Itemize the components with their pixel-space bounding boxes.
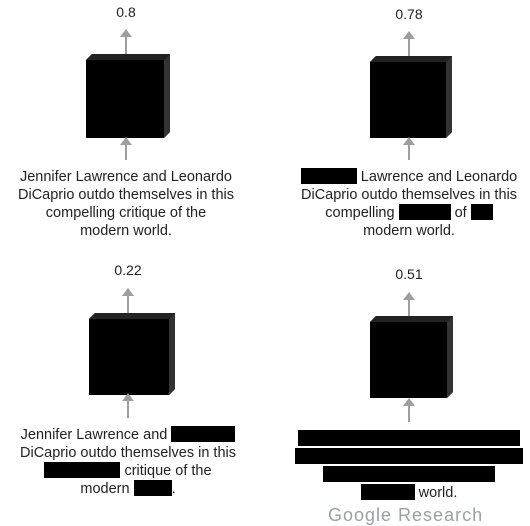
score-label: 0.78: [395, 6, 423, 22]
arrow-line: [408, 38, 410, 57]
caption-line: compelling critique of the: [0, 204, 252, 222]
arrow-head: [403, 31, 415, 39]
caption-line: modern .: [8, 480, 248, 498]
caption-line: Lawrence and Leonardo: [292, 168, 526, 186]
output-arrow: [122, 288, 134, 315]
arrow-head: [120, 29, 132, 37]
caption-line: modern world.: [292, 222, 526, 240]
arrow-head: [403, 292, 415, 300]
caption: Jennifer Lawrence and DiCaprio outdo the…: [8, 426, 248, 498]
caption-line: compelling of: [292, 204, 526, 222]
model-box: [370, 316, 453, 398]
arrow-line: [408, 405, 410, 422]
caption-text: DiCaprio outdo themselves in this: [301, 187, 517, 203]
caption-text: Jennifer Lawrence and: [20, 427, 172, 443]
caption-text: Lawrence and Leonardo: [356, 169, 518, 185]
redacted-word: [300, 168, 357, 184]
score-label: 0.51: [395, 266, 423, 282]
redacted-word: [298, 430, 520, 446]
model-box: [89, 313, 175, 395]
caption: Jennifer Lawrence and Leonardo DiCaprio o…: [0, 168, 252, 240]
caption-line: DiCaprio outdo themselves in this: [8, 444, 248, 462]
caption-text: Jennifer Lawrence and Leonardo: [19, 169, 232, 185]
arrow-line: [125, 36, 127, 55]
model-box: [86, 54, 170, 138]
arrow-head: [122, 393, 134, 401]
caption-text: critique of the: [120, 463, 212, 479]
caption-text: DiCaprio outdo themselves in this: [18, 187, 234, 203]
arrow-line: [127, 400, 129, 418]
input-arrow: [120, 137, 132, 160]
caption-line: [292, 430, 526, 448]
output-arrow: [403, 292, 415, 318]
redacted-word: [133, 480, 172, 496]
input-arrow: [403, 398, 415, 422]
redacted-word: [171, 426, 236, 442]
caption-text: compelling critique of the: [45, 205, 207, 221]
output-arrow: [403, 31, 415, 57]
caption-line: DiCaprio outdo themselves in this: [0, 186, 252, 204]
caption-line: world.: [292, 484, 526, 502]
caption: Lawrence and Leonardo DiCaprio outdo them…: [292, 168, 526, 240]
arrow-head: [403, 137, 415, 145]
redacted-word: [44, 462, 121, 478]
caption-line: Jennifer Lawrence and: [8, 426, 248, 444]
caption-line: critique of the: [8, 462, 248, 480]
arrow-head: [403, 398, 415, 406]
caption: world.: [292, 430, 526, 502]
caption-line: Jennifer Lawrence and Leonardo: [0, 168, 252, 186]
arrow-line: [408, 299, 410, 318]
caption-text: modern world.: [363, 223, 455, 239]
arrow-line: [408, 144, 410, 160]
caption-line: DiCaprio outdo themselves in this: [292, 186, 526, 204]
caption-text: compelling: [325, 205, 399, 221]
footer-logo-fragment: Google Research: [328, 505, 484, 525]
score-label: 0.22: [114, 262, 142, 278]
caption-text: modern world.: [80, 223, 172, 239]
caption-text: of: [450, 205, 471, 221]
score-label: 0.8: [116, 4, 136, 20]
redacted-word: [398, 204, 451, 220]
caption-text: DiCaprio outdo themselves in this: [20, 445, 236, 461]
caption-line: [292, 448, 526, 466]
redacted-word: [323, 466, 495, 482]
arrow-head: [122, 288, 134, 296]
input-arrow: [122, 393, 134, 418]
caption-text: .: [171, 481, 176, 497]
redacted-word: [470, 204, 493, 220]
redacted-word: [295, 448, 523, 464]
input-arrow: [403, 137, 415, 160]
caption-text: modern: [80, 481, 134, 497]
caption-text: world.: [414, 485, 458, 501]
output-arrow: [120, 29, 132, 55]
caption-line: modern world.: [0, 222, 252, 240]
arrow-line: [125, 144, 127, 160]
arrow-line: [127, 295, 129, 315]
arrow-head: [120, 137, 132, 145]
model-box: [370, 56, 452, 138]
caption-line: [292, 466, 526, 484]
redacted-word: [360, 484, 415, 500]
